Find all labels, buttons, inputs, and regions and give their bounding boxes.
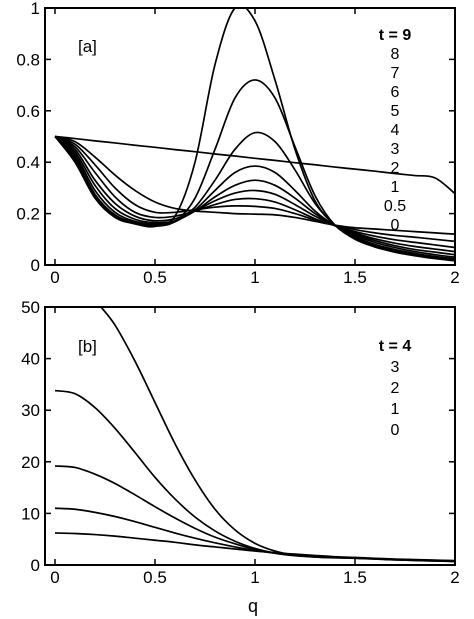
- series-line-t-0-5: [54, 135, 455, 236]
- plot-frame: [44, 7, 456, 266]
- series-line-t-2: [54, 465, 455, 562]
- series-line-t-0: [54, 135, 455, 195]
- legend-entry: 1: [391, 401, 400, 418]
- y-tick-label: 0.8: [16, 50, 40, 69]
- x-tick-label: 0: [50, 268, 59, 287]
- legend-title: t = 4: [379, 338, 412, 355]
- series-line-t-0: [54, 532, 455, 562]
- x-tick-label: 1: [250, 568, 259, 587]
- y-tick-label: 0: [31, 256, 40, 275]
- legend-title: t = 9: [379, 27, 412, 44]
- series-line-t-4: [100, 307, 455, 563]
- y-tick-label: 20: [21, 453, 40, 472]
- x-tick-label: 0.5: [143, 268, 167, 287]
- series-group: [54, 8, 455, 262]
- legend-entry: 2: [391, 160, 400, 177]
- y-tick-label: 40: [21, 350, 40, 369]
- legend-entry: 5: [391, 103, 400, 120]
- panel-label: [a]: [78, 37, 97, 56]
- series-line-t-5: [54, 135, 455, 259]
- series-line-t-1: [54, 135, 455, 243]
- series-line-t-2: [54, 135, 455, 249]
- y-tick-label: 50: [21, 298, 40, 317]
- panel-a: 0 0.5 1 1.5 2 0 0.2 0.4 0.6 0.8 1 [a] t = 9 8 7 6 5 4 3 2 1 0…: [16, 0, 459, 287]
- series-line-t-7: [54, 79, 455, 261]
- legend-entry: 3: [391, 141, 400, 158]
- legend-entry: 0: [391, 422, 400, 439]
- legend-entry: 3: [391, 359, 400, 376]
- x-tick-label: 1.5: [343, 568, 367, 587]
- legend-entry: 2: [391, 380, 400, 397]
- series-group: [54, 307, 455, 563]
- y-tick-label: 0.6: [16, 102, 40, 121]
- legend-entry: 0.5: [384, 198, 406, 215]
- legend-entry: 1: [391, 179, 400, 196]
- panel-label: [b]: [78, 337, 97, 356]
- series-line-t-4: [54, 135, 455, 256]
- x-tick-label: 0: [50, 568, 59, 587]
- y-tick-label: 30: [21, 401, 40, 420]
- x-tick-label: 2: [450, 568, 459, 587]
- y-tick-label: 1: [31, 0, 40, 18]
- y-tick-label: 0: [31, 556, 40, 575]
- legend-entry: 4: [391, 122, 400, 139]
- y-tick-label: 10: [21, 504, 40, 523]
- x-tick-label: 2: [450, 268, 459, 287]
- series-line-t-6: [54, 131, 455, 260]
- plot-frame: [44, 306, 456, 566]
- legend-entry: 8: [391, 46, 400, 63]
- y-tick-label: 0.4: [16, 153, 40, 172]
- x-tick-label: 1.5: [343, 268, 367, 287]
- series-line-t-8: [54, 8, 455, 262]
- x-tick-label: 0.5: [143, 568, 167, 587]
- series-line-t-1: [54, 507, 455, 562]
- legend-entry: 6: [391, 84, 400, 101]
- series-line-t-3: [54, 135, 455, 253]
- legend-entry: 7: [391, 65, 400, 82]
- x-tick-label: 1: [250, 268, 259, 287]
- legend-entry: 0: [391, 217, 400, 234]
- y-tick-label: 0.2: [16, 205, 40, 224]
- x-axis-title: q: [248, 596, 258, 616]
